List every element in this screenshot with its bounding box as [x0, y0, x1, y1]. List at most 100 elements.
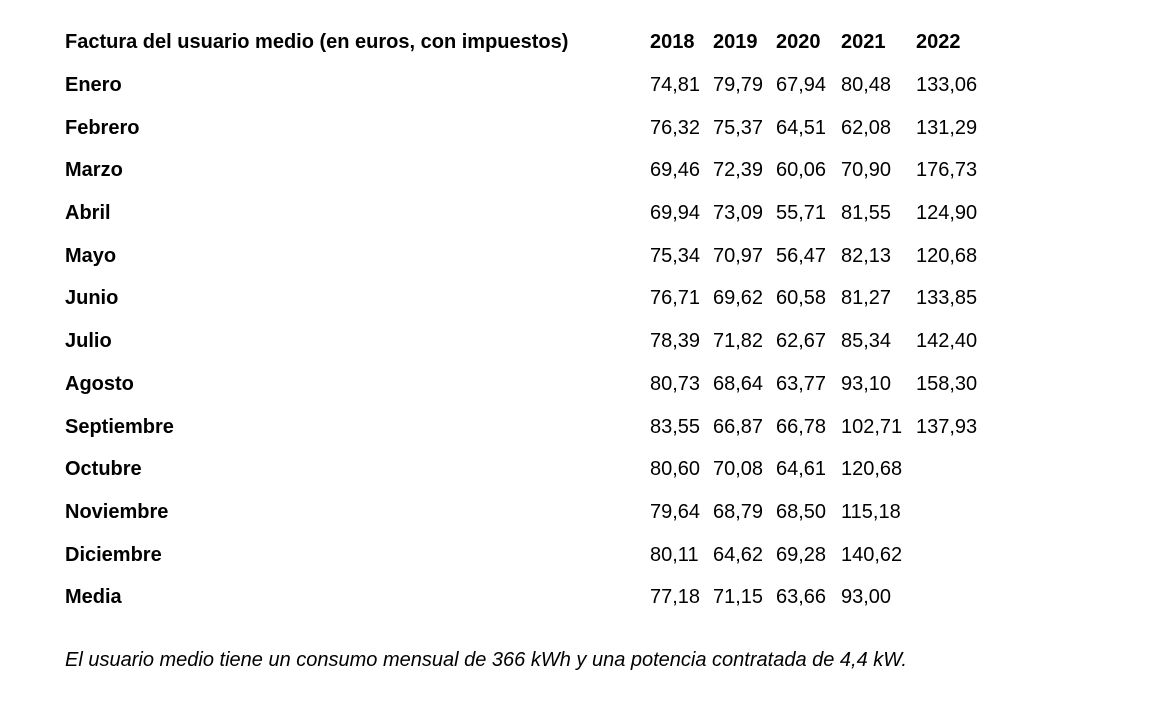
- value-cell: 120,68: [841, 458, 903, 481]
- value-cell: 69,28: [776, 543, 827, 566]
- value-cell: 93,00: [841, 586, 892, 609]
- value-cell: 69,94: [650, 202, 701, 225]
- table-row: Marzo 69,46 72,39 60,06 70,90 176,73: [65, 149, 1006, 192]
- value-cell: 67,94: [776, 74, 827, 97]
- value-cell: 83,55: [650, 415, 701, 438]
- table-row: Febrero 76,32 75,37 64,51 62,08 131,29: [65, 106, 1006, 149]
- value-cell: 70,08: [713, 458, 764, 481]
- value-cell: 64,51: [776, 116, 827, 139]
- value-cell: 81,27: [841, 287, 892, 310]
- table-title: Factura del usuario medio (en euros, con…: [65, 31, 569, 54]
- table-row: Media 77,18 71,15 63,66 93,00: [65, 576, 1006, 619]
- value-cell: 69,62: [713, 287, 764, 310]
- month-label: Enero: [65, 74, 122, 97]
- table-row: Junio 76,71 69,62 60,58 81,27 133,85: [65, 277, 1006, 320]
- month-label: Mayo: [65, 244, 117, 267]
- table-row: Agosto 80,73 68,64 63,77 93,10 158,30: [65, 363, 1006, 406]
- year-header-2019: 2019: [713, 31, 758, 54]
- table-row: Mayo 75,34 70,97 56,47 82,13 120,68: [65, 234, 1006, 277]
- value-cell: 124,90: [916, 202, 978, 225]
- value-cell: 66,87: [713, 415, 764, 438]
- value-cell: 142,40: [916, 330, 978, 353]
- value-cell: 68,64: [713, 372, 764, 395]
- year-header-2020: 2020: [776, 31, 821, 54]
- value-cell: 73,09: [713, 202, 764, 225]
- value-cell: 70,97: [713, 244, 764, 267]
- value-cell: 77,18: [650, 586, 701, 609]
- table-row: Abril 69,94 73,09 55,71 81,55 124,90: [65, 192, 1006, 235]
- value-cell: 63,66: [776, 586, 827, 609]
- value-cell: 75,37: [713, 116, 764, 139]
- year-header-2022: 2022: [916, 31, 961, 54]
- value-cell: [916, 533, 1006, 576]
- value-cell: 81,55: [841, 202, 892, 225]
- month-label: Noviembre: [65, 500, 169, 523]
- value-cell: 137,93: [916, 415, 978, 438]
- value-cell: 133,06: [916, 74, 978, 97]
- value-cell: 74,81: [650, 74, 701, 97]
- value-cell: 68,79: [713, 500, 764, 523]
- value-cell: 115,18: [841, 500, 901, 523]
- header-row: Factura del usuario medio (en euros, con…: [65, 21, 1006, 64]
- value-cell: 80,73: [650, 372, 701, 395]
- table-row: Septiembre 83,55 66,87 66,78 102,71 137,…: [65, 405, 1006, 448]
- month-label: Febrero: [65, 116, 140, 139]
- table-row: Julio 78,39 71,82 62,67 85,34 142,40: [65, 320, 1006, 363]
- value-cell: 69,46: [650, 159, 701, 182]
- value-cell: 85,34: [841, 330, 892, 353]
- value-cell: 56,47: [776, 244, 827, 267]
- value-cell: 60,58: [776, 287, 827, 310]
- value-cell: 71,15: [713, 586, 764, 609]
- value-cell: 82,13: [841, 244, 892, 267]
- month-label: Septiembre: [65, 415, 174, 438]
- value-cell: 79,64: [650, 500, 701, 523]
- value-cell: 131,29: [916, 116, 978, 139]
- value-cell: 120,68: [916, 244, 978, 267]
- value-cell: 64,61: [776, 458, 827, 481]
- value-cell: 133,85: [916, 287, 978, 310]
- value-cell: 68,50: [776, 500, 827, 523]
- value-cell: 79,79: [713, 74, 764, 97]
- value-cell: 93,10: [841, 372, 892, 395]
- value-cell: [916, 448, 1006, 491]
- year-header-2018: 2018: [650, 31, 695, 54]
- value-cell: [916, 491, 1006, 534]
- footnote: El usuario medio tiene un consumo mensua…: [65, 648, 907, 671]
- value-cell: 140,62: [841, 543, 903, 566]
- value-cell: 60,06: [776, 159, 827, 182]
- value-cell: 63,77: [776, 372, 827, 395]
- month-label: Agosto: [65, 372, 134, 395]
- average-bill-table: Factura del usuario medio (en euros, con…: [65, 21, 1006, 619]
- value-cell: 62,08: [841, 116, 892, 139]
- table-row: Octubre 80,60 70,08 64,61 120,68: [65, 448, 1006, 491]
- value-cell: 66,78: [776, 415, 827, 438]
- month-label: Octubre: [65, 458, 142, 481]
- table-row: Noviembre 79,64 68,79 68,50 115,18: [65, 491, 1006, 534]
- value-cell: 80,60: [650, 458, 701, 481]
- value-cell: 55,71: [776, 202, 827, 225]
- month-label: Marzo: [65, 159, 123, 182]
- value-cell: 158,30: [916, 372, 978, 395]
- value-cell: 75,34: [650, 244, 701, 267]
- month-label: Julio: [65, 330, 112, 353]
- value-cell: 70,90: [841, 159, 892, 182]
- month-label: Junio: [65, 287, 119, 310]
- value-cell: 80,11: [650, 543, 699, 566]
- value-cell: 72,39: [713, 159, 764, 182]
- month-label: Diciembre: [65, 543, 162, 566]
- value-cell: 80,48: [841, 74, 892, 97]
- year-header-2021: 2021: [841, 31, 886, 54]
- value-cell: 64,62: [713, 543, 764, 566]
- table-body: Enero 74,81 79,79 67,94 80,48 133,06 Feb…: [65, 64, 1006, 619]
- value-cell: [916, 576, 1006, 619]
- value-cell: 76,32: [650, 116, 701, 139]
- value-cell: 62,67: [776, 330, 827, 353]
- value-cell: 76,71: [650, 287, 701, 310]
- month-label: Abril: [65, 202, 111, 225]
- table-row: Diciembre 80,11 64,62 69,28 140,62: [65, 533, 1006, 576]
- value-cell: 102,71: [841, 415, 903, 438]
- value-cell: 78,39: [650, 330, 701, 353]
- value-cell: 176,73: [916, 159, 978, 182]
- value-cell: 71,82: [713, 330, 764, 353]
